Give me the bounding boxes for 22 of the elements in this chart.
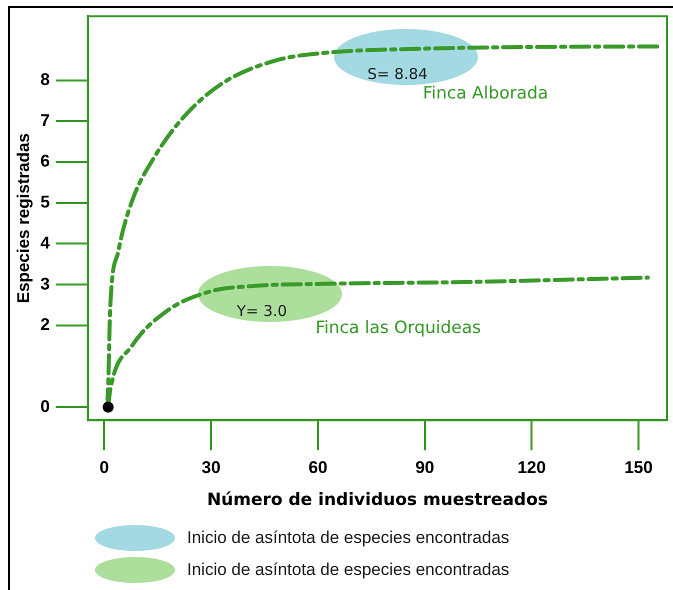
y-tick-label: 2 (40, 315, 50, 334)
text: Inicio de asíntota de especies encontradas (187, 528, 510, 548)
x-tick-label: 90 (415, 458, 434, 478)
x-tick-label: 150 (624, 458, 653, 478)
text: Inicio de asíntota de especies encontradas (187, 560, 510, 580)
y-tick-label: 6 (40, 152, 50, 171)
x-tick-label: 30 (202, 458, 221, 478)
y-tick-label: 3 (40, 274, 50, 294)
y-axis-title: Especies registradas (14, 133, 33, 304)
x-tick-label: 120 (517, 458, 546, 478)
x-axis-title: Número de individuos muestreados (206, 490, 548, 510)
annotation: S= 8.84 (367, 64, 428, 83)
y-tick-label: 5 (40, 192, 50, 212)
x-tick-label: 60 (308, 458, 328, 478)
annotation: Y= 3.0 (236, 302, 288, 320)
text: Finca las Orquideas (316, 318, 482, 338)
y-tick-label: 4 (40, 233, 50, 252)
x-tick-label: 0 (100, 458, 109, 478)
y-tick-label: 0 (40, 396, 50, 416)
y-tick-label: 8 (40, 70, 50, 90)
text: Finca Alborada (422, 83, 548, 104)
y-tick-label: 7 (40, 110, 50, 130)
